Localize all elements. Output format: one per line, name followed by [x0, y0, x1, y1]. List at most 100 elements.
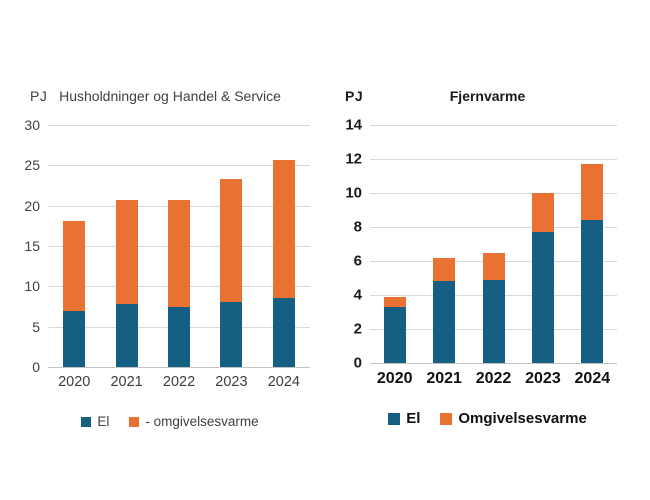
- bar-2024: [581, 164, 604, 363]
- chart-header: PJ Husholdninger og Handel & Service: [20, 85, 320, 109]
- x-tick-label-2020: 2020: [58, 374, 91, 390]
- chart-district-heating: PJ Fjernvarme 0 2 4 6 8 10 12 14 2020 2021 2022 2023 2…: [335, 85, 640, 427]
- y-tick-label: 6: [353, 252, 362, 270]
- chart-header: PJ Fjernvarme: [335, 85, 640, 109]
- bar-slot-2021: [100, 125, 152, 367]
- y-tick-label: 0: [353, 354, 362, 372]
- x-tick-label-2021: 2021: [426, 370, 462, 387]
- bar-segment-el-2024: [272, 298, 295, 367]
- bar-2023: [531, 193, 554, 363]
- x-tick-label-2022: 2022: [162, 374, 196, 390]
- bar-2021: [433, 257, 456, 363]
- x-axis-line: [48, 367, 310, 368]
- legend-item-omgivelsesvarme: Omgivelsesvarme: [440, 410, 587, 427]
- gridline: [48, 165, 310, 167]
- bar-2024: [272, 159, 295, 367]
- x-tick-label-2023: 2023: [525, 370, 561, 387]
- bar-segment-el-2024: [581, 220, 604, 363]
- chart-title: Fjernvarme: [449, 88, 526, 104]
- chart-households-trade-service: PJ Husholdninger og Handel & Service 0 5 10 1…: [20, 85, 320, 429]
- plot-area: 0 2 4 6 8 10 12 14: [345, 118, 617, 371]
- bar-slot-2020: [370, 125, 419, 363]
- bar-segment-el-2023: [220, 301, 243, 367]
- bar-segment-el-2022: [168, 306, 191, 367]
- bar-slot-2023: [205, 125, 257, 367]
- gridline: [370, 125, 617, 126]
- x-tick-label-2021: 2021: [110, 374, 143, 390]
- y-tick-label: 14: [345, 116, 362, 134]
- y-axis-unit-label: PJ: [345, 88, 364, 104]
- x-tick-label-2022: 2022: [475, 370, 512, 387]
- legend-swatch-omgivelsesvarme: [129, 416, 140, 427]
- bar-segment-el-2021: [433, 281, 456, 363]
- bar-slot-2021: [419, 125, 468, 363]
- gridline: [48, 125, 310, 126]
- y-tick-label: 2: [353, 320, 362, 338]
- bar-segment-el-2023: [531, 232, 554, 363]
- x-axis-line: [370, 363, 617, 364]
- legend: El - omgivelsesvarme: [20, 414, 320, 429]
- x-tick-label-2020: 2020: [376, 370, 413, 387]
- bar-segment-omgivelsesvarme-2022: [482, 252, 505, 280]
- bar-segment-omgivelsesvarme-2020: [383, 296, 406, 307]
- bar-slot-2022: [153, 125, 205, 367]
- bar-2021: [115, 200, 138, 367]
- legend-item-omgivelsesvarme: - omgivelsesvarme: [129, 414, 259, 429]
- legend-item-el: El: [388, 410, 420, 427]
- gridline: [370, 159, 617, 160]
- bar-segment-omgivelsesvarme-2023: [220, 179, 243, 302]
- legend-label-el: El: [406, 410, 421, 427]
- bar-2020: [63, 221, 86, 367]
- x-axis-labels: 2020 2021 2022 2023 2024: [370, 369, 617, 388]
- y-tick-label: 8: [353, 218, 362, 236]
- legend: El Omgivelsesvarme: [335, 410, 640, 427]
- bar-segment-el-2021: [115, 304, 138, 367]
- bars-layer: [48, 125, 310, 367]
- legend-label-omgivelsesvarme: - omgivelsesvarme: [145, 414, 259, 429]
- bar-segment-el-2020: [383, 306, 406, 363]
- bar-2022: [482, 252, 505, 363]
- bar-slot-2024: [568, 125, 617, 363]
- bar-segment-omgivelsesvarme-2020: [63, 221, 86, 311]
- legend-label-omgivelsesvarme: Omgivelsesvarme: [458, 410, 587, 427]
- legend-swatch-omgivelsesvarme: [440, 412, 453, 425]
- bar-segment-el-2020: [63, 310, 86, 367]
- y-tick-label: 4: [353, 286, 362, 304]
- y-tick-label: 0: [32, 359, 40, 375]
- chart-title: Husholdninger og Handel & Service: [59, 88, 281, 104]
- bar-segment-omgivelsesvarme-2023: [531, 193, 554, 233]
- gridline: [370, 193, 617, 194]
- bar-segment-omgivelsesvarme-2021: [433, 257, 456, 282]
- bar-2023: [220, 179, 243, 367]
- bar-segment-omgivelsesvarme-2024: [272, 159, 295, 299]
- x-tick-label-2024: 2024: [267, 374, 300, 390]
- legend-item-el: El: [81, 414, 109, 429]
- y-tick-label: 5: [32, 318, 40, 335]
- y-tick-label: 12: [345, 150, 362, 168]
- bar-2022: [168, 200, 191, 367]
- x-tick-label-2023: 2023: [215, 374, 248, 390]
- y-tick-label: 10: [24, 278, 40, 295]
- y-tick-label: 10: [345, 184, 362, 202]
- y-tick-label: 20: [24, 197, 40, 214]
- x-tick-label-2024: 2024: [574, 370, 611, 387]
- x-axis-labels: 2020 2021 2022 2023 2024: [48, 373, 310, 392]
- y-tick-label: 25: [24, 157, 40, 174]
- bar-slot-2023: [518, 125, 567, 363]
- bar-segment-el-2022: [482, 279, 505, 363]
- bars-layer: [370, 125, 617, 363]
- bar-segment-omgivelsesvarme-2022: [168, 200, 191, 307]
- bar-slot-2020: [48, 125, 100, 367]
- legend-swatch-el: [388, 412, 401, 425]
- y-tick-label: 15: [24, 238, 40, 254]
- gridline: [370, 227, 617, 228]
- bar-2020: [383, 296, 406, 363]
- y-tick-label: 30: [24, 117, 40, 133]
- legend-label-el: El: [97, 414, 110, 429]
- legend-swatch-el: [81, 416, 92, 427]
- bar-slot-2022: [469, 125, 518, 363]
- y-axis-unit-label: PJ: [30, 88, 48, 104]
- bar-slot-2024: [258, 125, 310, 367]
- bar-segment-omgivelsesvarme-2021: [115, 200, 138, 305]
